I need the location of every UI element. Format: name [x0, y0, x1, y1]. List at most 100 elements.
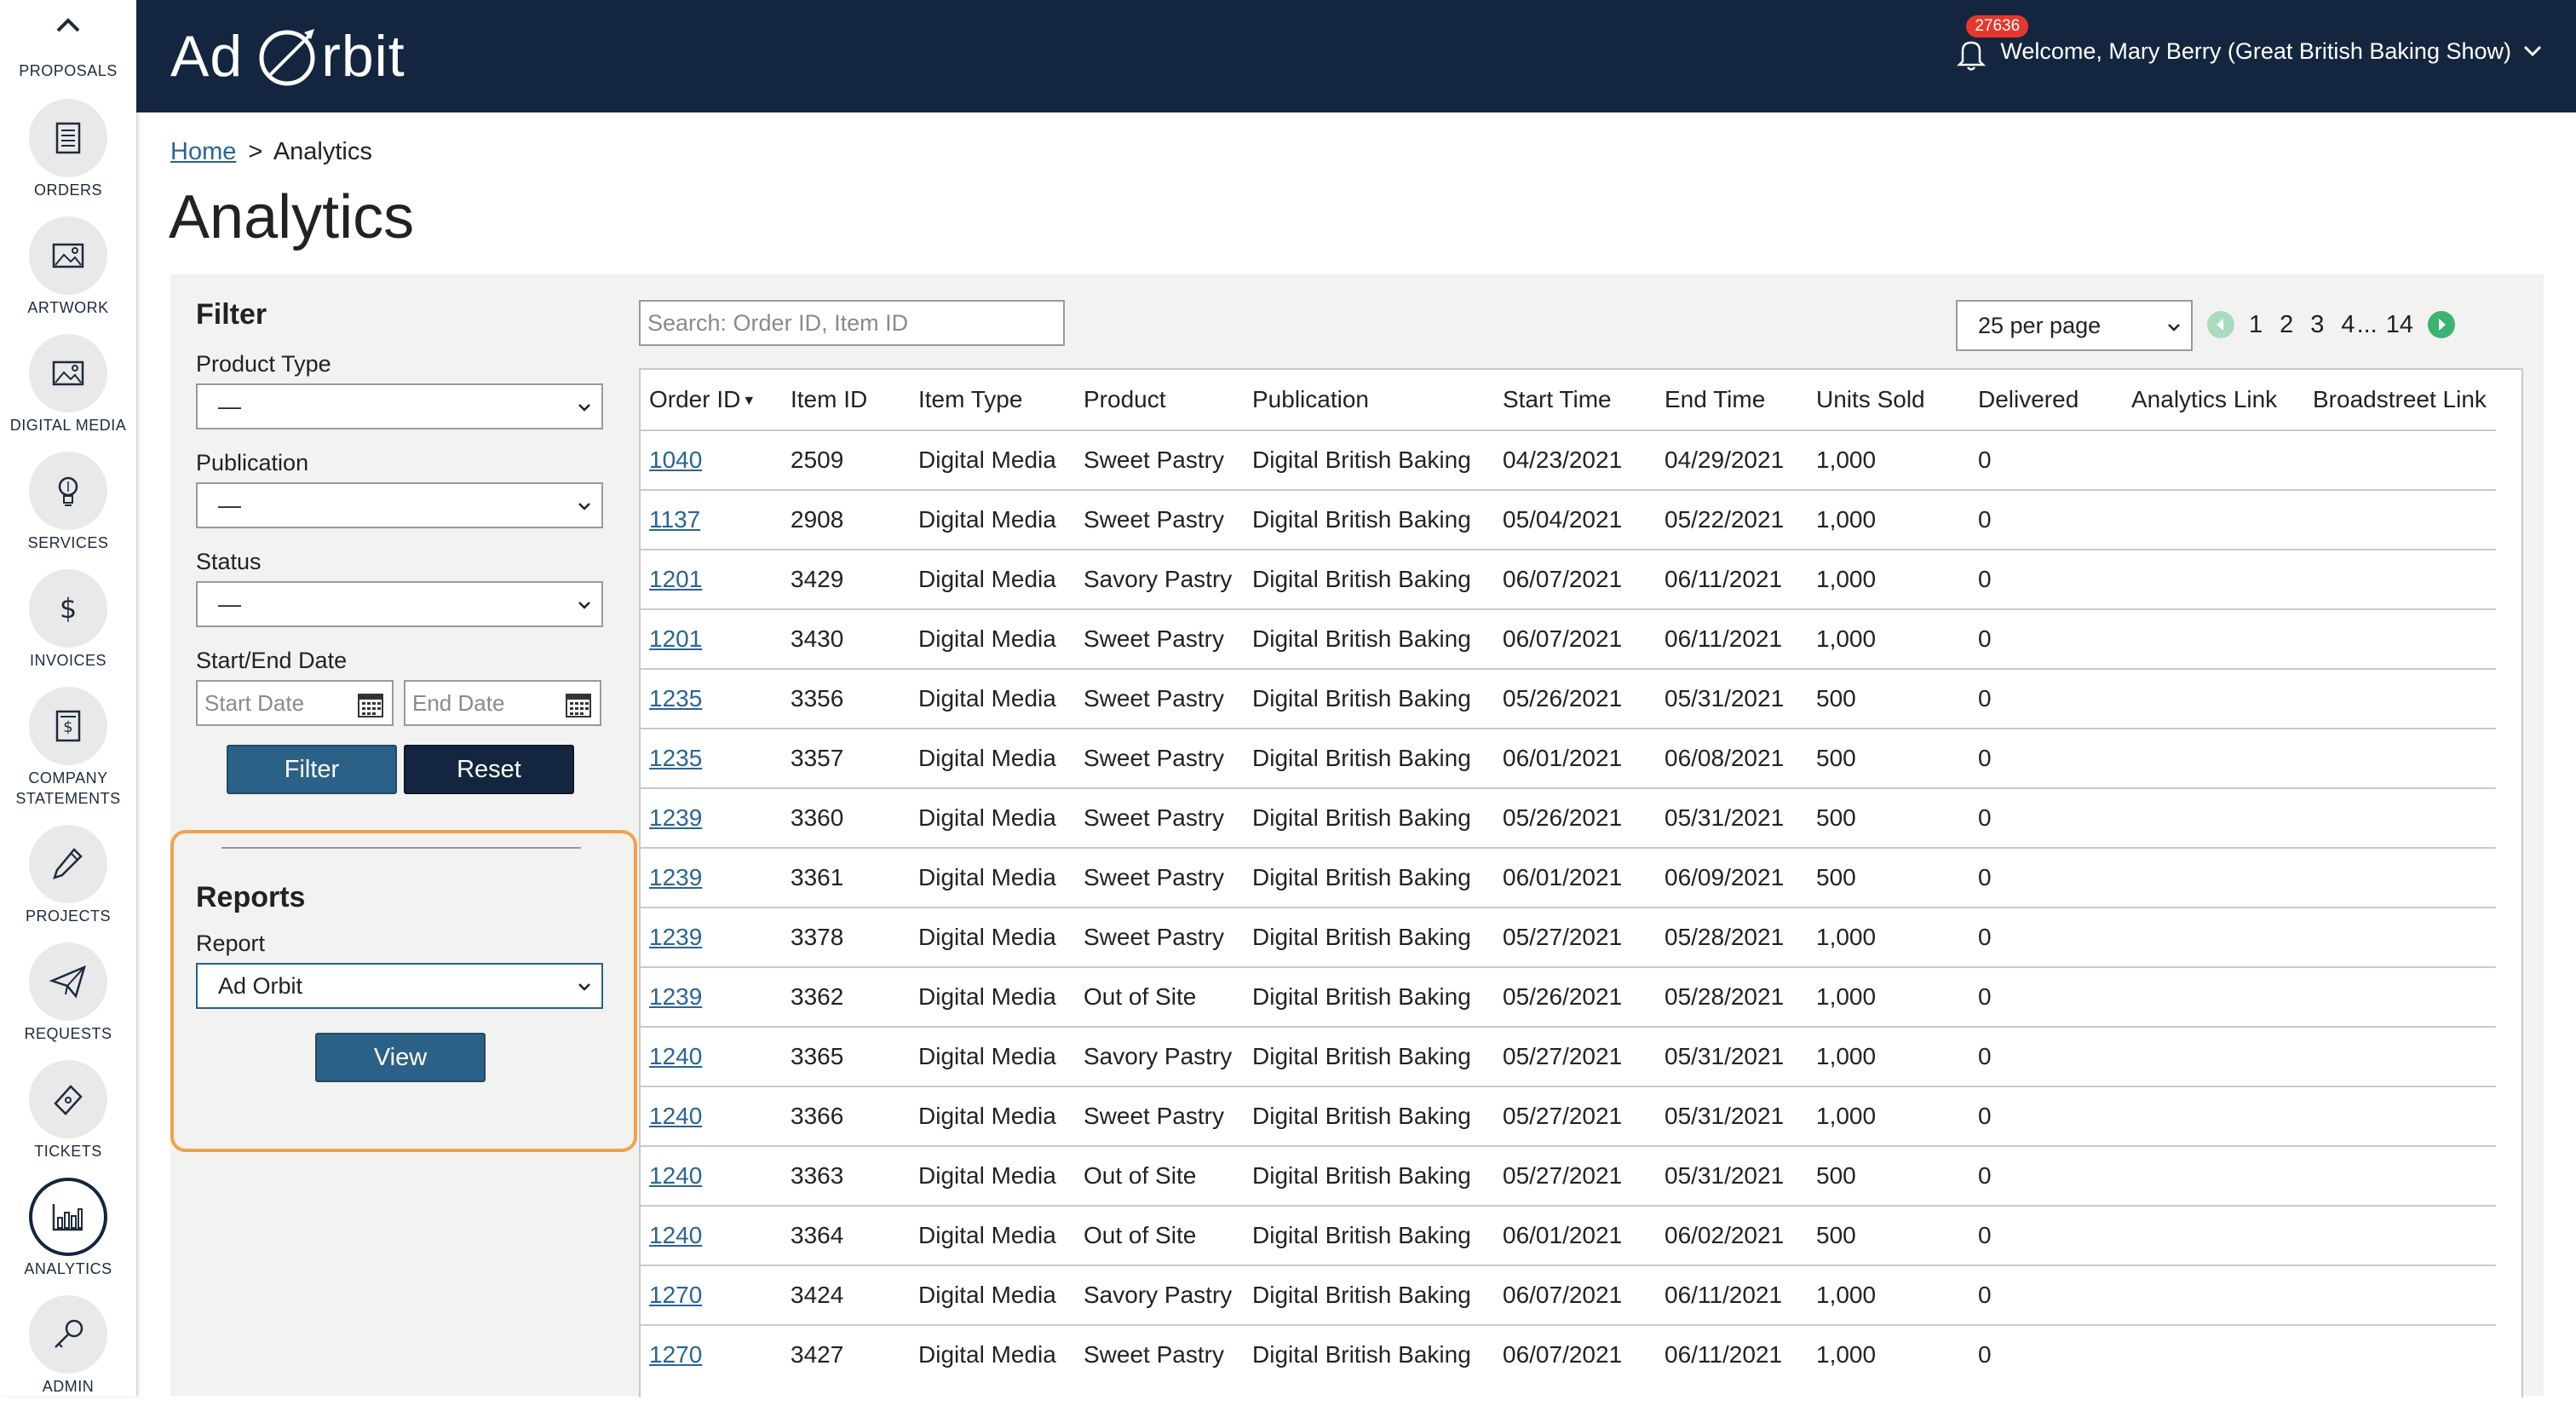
- ad-orbit-logo[interactable]: Ad rbit: [170, 20, 405, 92]
- end-date-input[interactable]: End Date: [404, 680, 601, 726]
- per-page-select[interactable]: 25 per page: [1956, 300, 2193, 351]
- cell-broadstreet-link: [2304, 1026, 2496, 1086]
- column-header-order-id[interactable]: Order ID ▼: [641, 370, 782, 430]
- order-id-link[interactable]: 1270: [649, 1282, 703, 1308]
- calendar-icon[interactable]: [564, 690, 593, 719]
- cell-item-id: 3365: [782, 1026, 910, 1086]
- cell-publication: Digital British Baking: [1244, 966, 1494, 1027]
- cell-delivered: 0: [1969, 429, 2123, 490]
- ticket-icon: [29, 1060, 107, 1138]
- rail-item-digital-media[interactable]: DIGITAL MEDIA: [0, 334, 136, 445]
- cell-analytics-link: [2123, 1205, 2304, 1265]
- page-2[interactable]: 2: [2280, 310, 2294, 338]
- order-id-link[interactable]: 1239: [649, 864, 703, 890]
- view-report-button[interactable]: View: [315, 1033, 486, 1082]
- rail-label-statements: STATEMENTS: [15, 790, 121, 807]
- page-4[interactable]: 4: [2341, 310, 2355, 338]
- status-select[interactable]: —: [196, 581, 603, 627]
- cell-publication: Digital British Baking: [1244, 1086, 1494, 1146]
- page-1[interactable]: 1: [2249, 310, 2263, 338]
- publication-select[interactable]: —: [196, 482, 603, 528]
- page-last[interactable]: 14: [2385, 310, 2413, 338]
- order-id-link[interactable]: 1270: [649, 1341, 703, 1368]
- report-select[interactable]: Ad Orbit: [196, 963, 603, 1009]
- cell-order-id: 1240: [641, 1026, 782, 1086]
- product-type-select[interactable]: —: [196, 383, 603, 429]
- column-header-product[interactable]: Product: [1084, 386, 1166, 412]
- rail-item-invoices[interactable]: $ INVOICES: [0, 569, 136, 680]
- rail-item-tickets[interactable]: TICKETS: [0, 1060, 136, 1171]
- column-header-start-time[interactable]: Start Time: [1503, 386, 1612, 412]
- reports-section: Reports Report Ad Orbit View: [170, 830, 637, 1152]
- cell-end-time: 04/29/2021: [1656, 429, 1808, 490]
- svg-text:$: $: [63, 718, 72, 736]
- order-id-link[interactable]: 1235: [649, 745, 703, 771]
- notifications-button[interactable]: 27636: [1954, 15, 2029, 71]
- rail-item-services[interactable]: SERVICES: [0, 452, 136, 562]
- chevron-up-icon[interactable]: [55, 15, 82, 36]
- breadcrumb-separator: >: [248, 138, 263, 165]
- order-id-link[interactable]: 1240: [649, 1222, 703, 1248]
- next-page-icon[interactable]: [2427, 310, 2456, 339]
- reset-button[interactable]: Reset: [404, 745, 574, 794]
- rail-item-orders[interactable]: ORDERS: [0, 99, 136, 210]
- cell-analytics-link: [2123, 1324, 2304, 1384]
- column-header-broadstreet-link[interactable]: Broadstreet Link: [2313, 386, 2487, 412]
- cell-analytics-link: [2123, 489, 2304, 550]
- order-id-link[interactable]: 1239: [649, 804, 703, 831]
- start-date-input[interactable]: Start Date: [196, 680, 394, 726]
- calendar-icon[interactable]: [356, 690, 385, 719]
- order-id-link[interactable]: 1137: [649, 506, 701, 533]
- column-header-publication[interactable]: Publication: [1252, 386, 1369, 412]
- order-id-link[interactable]: 1239: [649, 924, 703, 950]
- column-header-analytics-link[interactable]: Analytics Link: [2131, 386, 2278, 412]
- status-label: Status: [196, 549, 262, 574]
- cell-item-id: 3362: [782, 966, 910, 1027]
- cell-units-sold: 1,000: [1808, 907, 1969, 967]
- column-header-units-sold[interactable]: Units Sold: [1816, 386, 1925, 412]
- cell-item-id: 3364: [782, 1205, 910, 1265]
- cell-start-time: 06/07/2021: [1494, 1324, 1656, 1384]
- cell-order-id: 1239: [641, 847, 782, 908]
- cell-order-id: 1239: [641, 787, 782, 848]
- cell-publication: Digital British Baking: [1244, 1324, 1494, 1384]
- cell-analytics-link: [2123, 668, 2304, 729]
- order-id-link[interactable]: 1240: [649, 1043, 703, 1069]
- column-header-item-type[interactable]: Item Type: [918, 386, 1023, 412]
- rail-item-proposals[interactable]: PROPOSALS: [0, 0, 136, 85]
- orders-table-container: Order ID ▼ Item ID Item Type Product Publ…: [639, 368, 2523, 1397]
- order-id-link[interactable]: 1240: [649, 1162, 703, 1189]
- cell-broadstreet-link: [2304, 668, 2496, 729]
- order-id-link[interactable]: 1239: [649, 983, 703, 1010]
- order-id-link[interactable]: 1040: [649, 447, 703, 473]
- cell-publication: Digital British Baking: [1244, 1265, 1494, 1325]
- rail-item-analytics[interactable]: ANALYTICS: [0, 1178, 136, 1288]
- order-id-link[interactable]: 1240: [649, 1103, 703, 1129]
- breadcrumb-home-link[interactable]: Home: [170, 138, 237, 165]
- user-menu[interactable]: 27636 Welcome, Mary Berry (Great British…: [1954, 15, 2542, 71]
- rail-item-requests[interactable]: REQUESTS: [0, 942, 136, 1053]
- cell-product: Sweet Pastry: [1075, 907, 1244, 967]
- cell-item-type: Digital Media: [910, 429, 1075, 490]
- rail-item-company-statements[interactable]: $ COMPANY STATEMENTS: [0, 687, 136, 807]
- cell-item-type: Digital Media: [910, 728, 1075, 788]
- cell-item-type: Digital Media: [910, 489, 1075, 550]
- publication-value: —: [218, 492, 241, 518]
- order-id-link[interactable]: 1235: [649, 685, 703, 712]
- rail-item-artwork[interactable]: ARTWORK: [0, 216, 136, 327]
- prev-page-icon[interactable]: [2206, 310, 2235, 339]
- rail-label-artwork: ARTWORK: [27, 299, 109, 316]
- cell-publication: Digital British Baking: [1244, 608, 1494, 669]
- rail-label-invoices: INVOICES: [29, 652, 107, 669]
- order-id-link[interactable]: 1201: [649, 566, 703, 592]
- column-header-delivered[interactable]: Delivered: [1978, 386, 2079, 412]
- column-header-end-time[interactable]: End Time: [1665, 386, 1766, 412]
- rail-item-admin[interactable]: ADMIN: [0, 1295, 136, 1406]
- order-id-link[interactable]: 1201: [649, 625, 703, 652]
- column-header-item-id[interactable]: Item ID: [791, 386, 868, 412]
- search-input[interactable]: Search: Order ID, Item ID: [639, 300, 1065, 346]
- filter-button[interactable]: Filter: [227, 745, 397, 794]
- page-3[interactable]: 3: [2310, 310, 2325, 338]
- cell-item-id: 3430: [782, 608, 910, 669]
- rail-item-projects[interactable]: PROJECTS: [0, 825, 136, 936]
